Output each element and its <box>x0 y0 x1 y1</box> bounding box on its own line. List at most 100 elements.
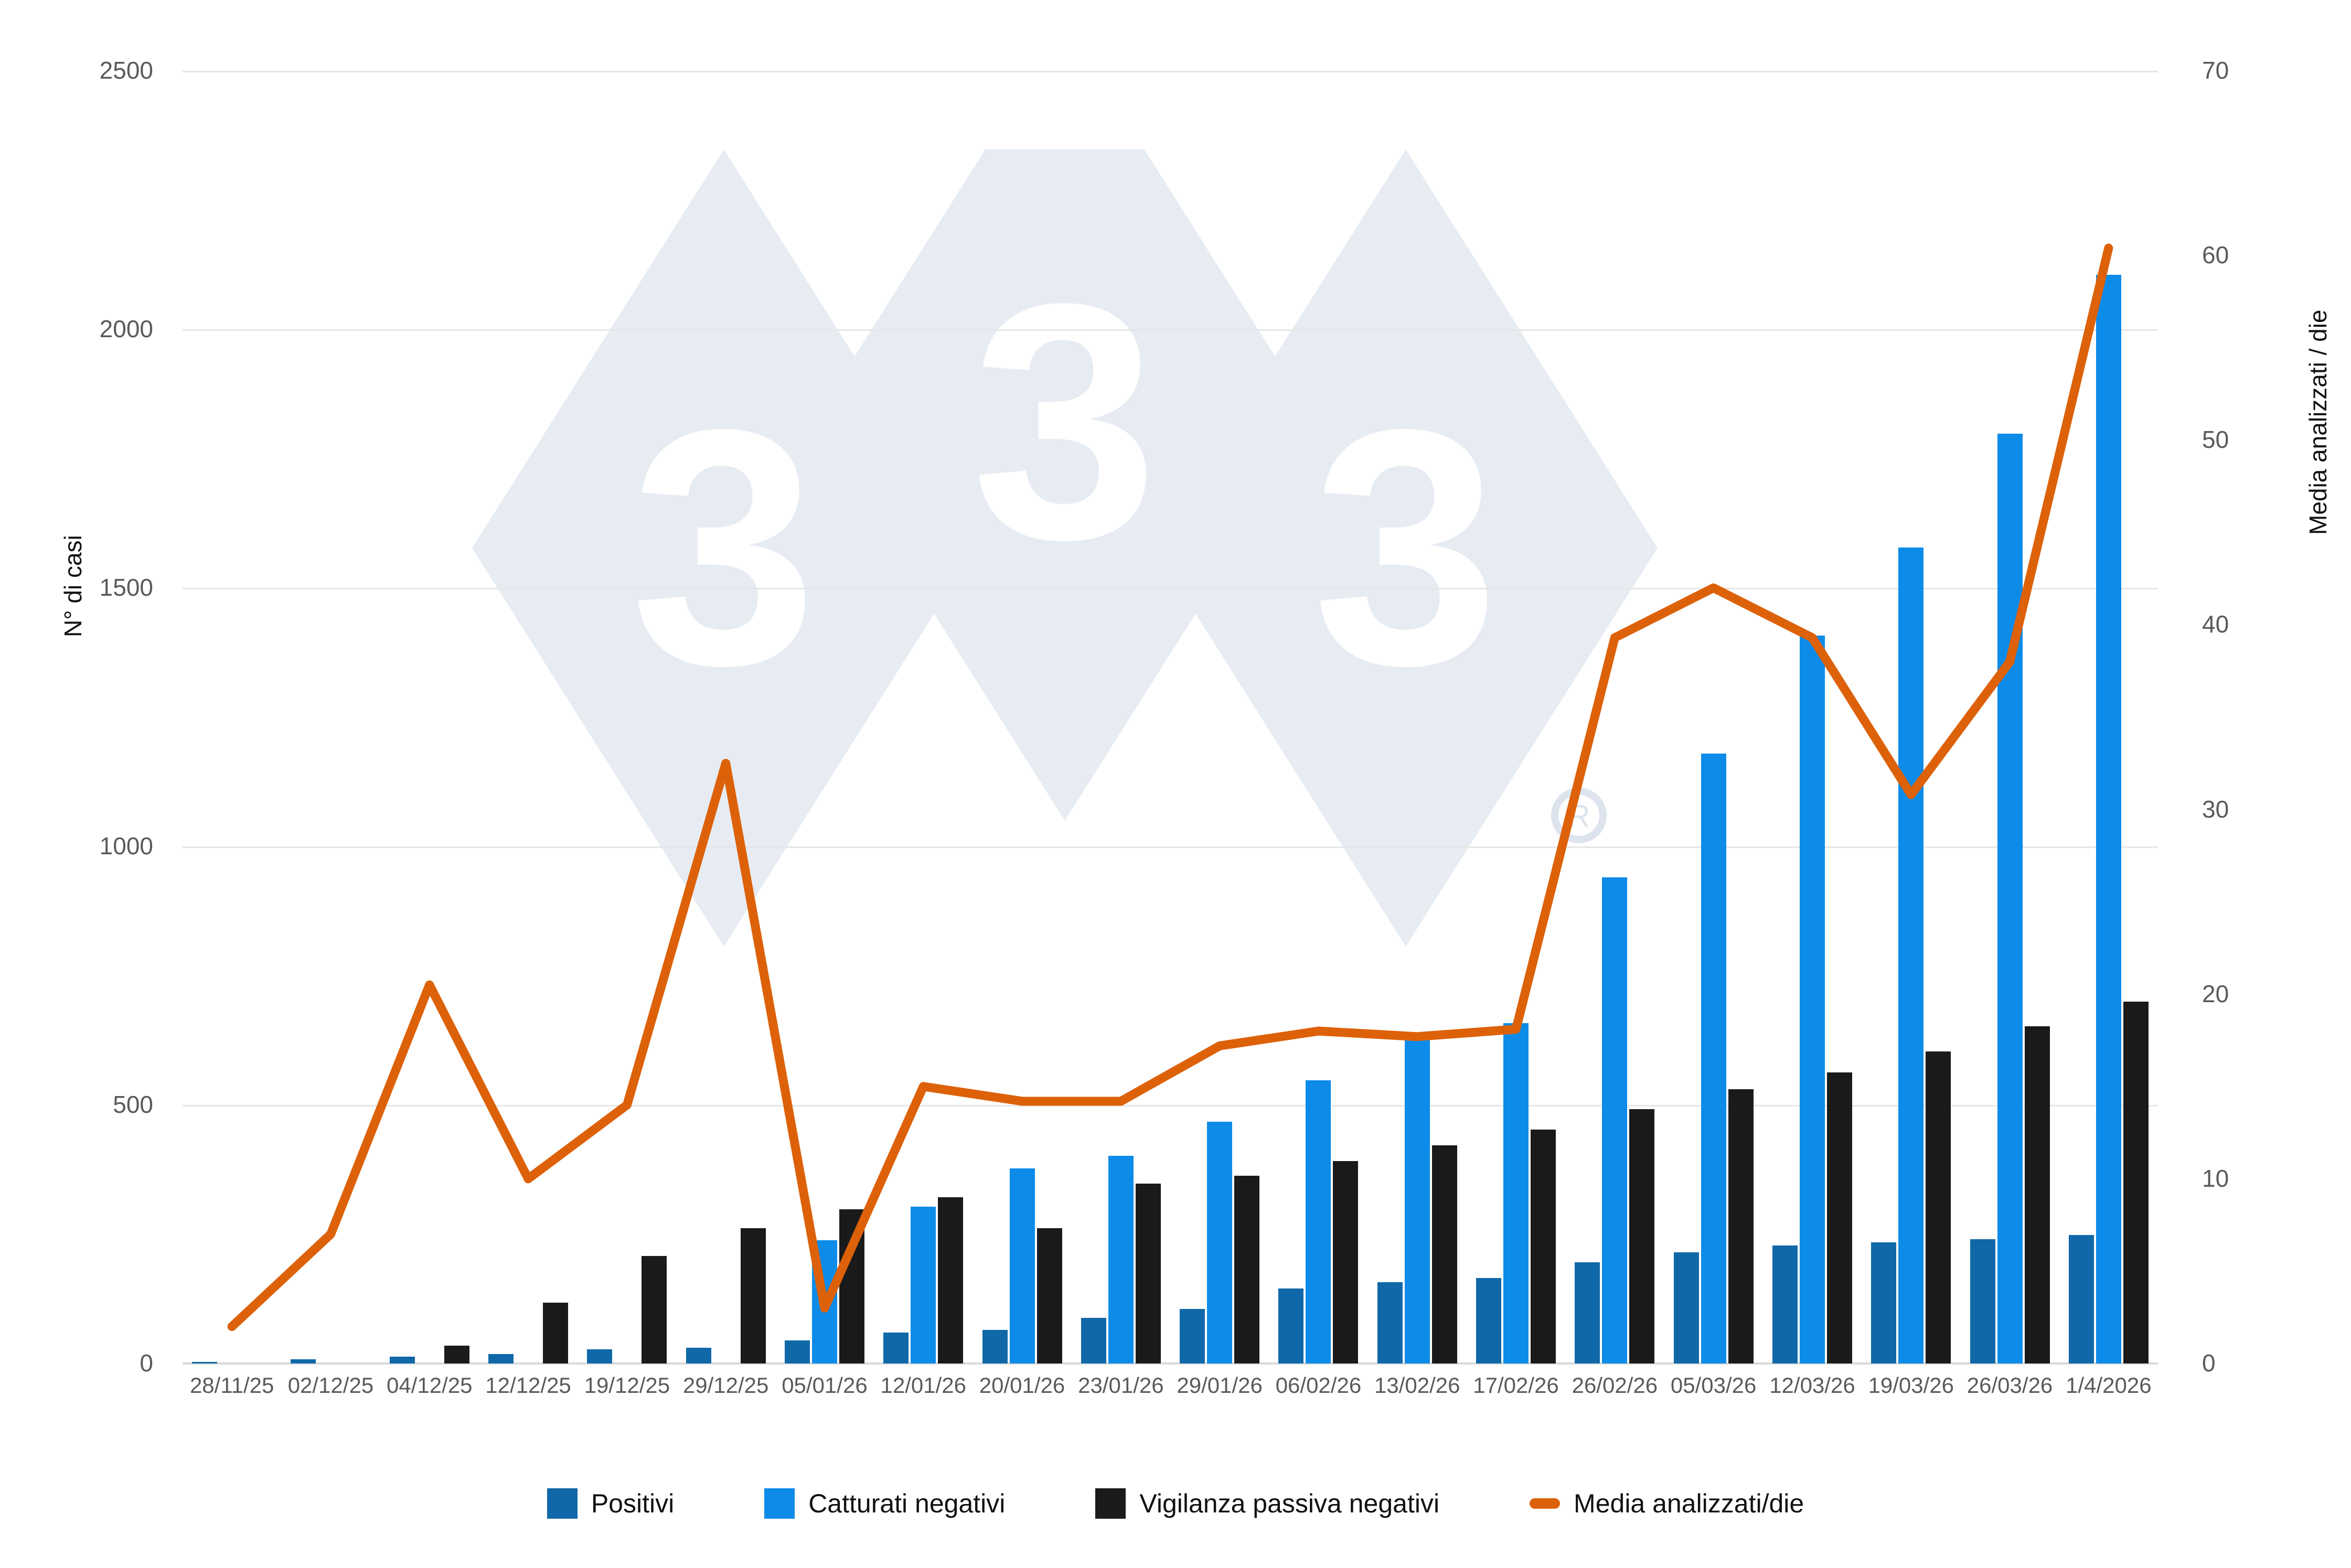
bar[interactable] <box>1629 1109 1655 1363</box>
bar[interactable] <box>642 1255 667 1363</box>
x-tick-label: 02/12/25 <box>287 1373 374 1398</box>
legend-square-swatch-icon <box>547 1488 578 1519</box>
bar[interactable] <box>1081 1318 1106 1363</box>
y-tick-label-left: 2000 <box>99 315 153 342</box>
y-tick-label-right: 60 <box>2202 241 2229 269</box>
x-tick-label: 12/12/25 <box>485 1373 571 1398</box>
bar[interactable] <box>2024 1026 2050 1363</box>
bar[interactable] <box>938 1197 964 1363</box>
bar[interactable] <box>686 1348 711 1363</box>
x-tick-label: 04/12/25 <box>387 1373 473 1398</box>
bar[interactable] <box>2068 1235 2094 1363</box>
bar[interactable] <box>2123 1001 2149 1363</box>
bar-group <box>1278 71 1359 1363</box>
bar[interactable] <box>1278 1288 1304 1363</box>
x-tick-label: 26/03/26 <box>1967 1373 2053 1398</box>
y-tick-label-left: 500 <box>113 1091 153 1118</box>
bar-group <box>1871 71 1951 1363</box>
bar[interactable] <box>1799 635 1825 1363</box>
bar[interactable] <box>488 1354 514 1363</box>
bar[interactable] <box>543 1302 569 1363</box>
bar[interactable] <box>1333 1161 1359 1363</box>
bar-group <box>883 71 964 1363</box>
bar[interactable] <box>1306 1080 1331 1363</box>
x-tick-label: 06/02/26 <box>1275 1373 1362 1398</box>
bar[interactable] <box>1377 1282 1403 1363</box>
legend-line-swatch-icon <box>1530 1498 1561 1509</box>
legend-item[interactable]: Vigilanza passiva negativi <box>1095 1488 1439 1519</box>
bar-group <box>488 71 569 1363</box>
x-tick-label: 05/03/26 <box>1670 1373 1757 1398</box>
gridline <box>183 329 2158 331</box>
legend-item[interactable]: Catturati negativi <box>764 1488 1005 1519</box>
bar[interactable] <box>1036 1228 1062 1363</box>
bar-group <box>389 71 469 1363</box>
legend-item[interactable]: Media analizzati/die <box>1530 1488 1804 1519</box>
bar-group <box>1476 71 1556 1363</box>
bar[interactable] <box>444 1345 469 1363</box>
bar-group <box>2068 71 2149 1363</box>
bar-series-container <box>183 71 2158 1363</box>
bar[interactable] <box>2096 275 2121 1363</box>
bar[interactable] <box>1871 1242 1897 1363</box>
chart-legend: Positivi Catturati negativi Vigilanza pass… <box>0 1488 2351 1519</box>
y-tick-label-right: 20 <box>2202 980 2229 1007</box>
bar[interactable] <box>1826 1072 1852 1363</box>
bar-group <box>1180 71 1260 1363</box>
bar[interactable] <box>1207 1121 1233 1363</box>
bar[interactable] <box>192 1362 218 1363</box>
bar[interactable] <box>1602 877 1628 1363</box>
x-tick-label: 17/02/26 <box>1473 1373 1559 1398</box>
bar[interactable] <box>1997 434 2023 1363</box>
x-tick-label: 23/01/26 <box>1078 1373 1164 1398</box>
bar-group <box>1575 71 1655 1363</box>
legend-square-swatch-icon <box>1095 1488 1126 1519</box>
bar[interactable] <box>1476 1278 1502 1363</box>
bar[interactable] <box>883 1332 909 1363</box>
bar[interactable] <box>982 1329 1008 1363</box>
gridline <box>183 1105 2158 1107</box>
bar[interactable] <box>1926 1051 1951 1363</box>
bar[interactable] <box>911 1207 936 1363</box>
legend-label: Vigilanza passiva negativi <box>1139 1489 1440 1518</box>
bar-group <box>1377 71 1457 1363</box>
bar[interactable] <box>291 1359 316 1363</box>
legend-item[interactable]: Positivi <box>547 1488 674 1519</box>
bar[interactable] <box>784 1340 810 1363</box>
bar[interactable] <box>1234 1176 1260 1363</box>
bar[interactable] <box>1108 1155 1134 1363</box>
bar-group <box>1081 71 1161 1363</box>
x-tick-label: 20/01/26 <box>979 1373 1065 1398</box>
bar-group <box>982 71 1062 1363</box>
bar[interactable] <box>1404 1037 1430 1363</box>
gridline <box>183 588 2158 589</box>
bar[interactable] <box>1772 1245 1798 1363</box>
bar[interactable] <box>1009 1168 1035 1363</box>
bar-group <box>587 71 667 1363</box>
x-tick-label: 26/02/26 <box>1572 1373 1658 1398</box>
x-tick-label: 12/01/26 <box>880 1373 967 1398</box>
y-axis-title-left: N° di casi <box>59 535 87 637</box>
bar[interactable] <box>1701 753 1726 1363</box>
bar[interactable] <box>389 1357 415 1363</box>
y-tick-label-right: 40 <box>2202 610 2229 638</box>
x-tick-label: 12/03/26 <box>1769 1373 1855 1398</box>
line-path <box>227 243 2113 1331</box>
bar[interactable] <box>1531 1130 1556 1363</box>
bar[interactable] <box>1673 1252 1699 1363</box>
x-tick-label: 28/11/25 <box>189 1373 274 1398</box>
bar[interactable] <box>1728 1089 1754 1363</box>
bar-group <box>1970 71 2050 1363</box>
bar[interactable] <box>1970 1239 1995 1363</box>
bar[interactable] <box>1898 547 1924 1363</box>
y-tick-label-left: 0 <box>140 1349 153 1377</box>
bar[interactable] <box>1135 1183 1161 1363</box>
bar[interactable] <box>1431 1145 1457 1363</box>
bar[interactable] <box>1503 1023 1529 1363</box>
bar[interactable] <box>740 1228 766 1363</box>
bar[interactable] <box>1180 1309 1205 1363</box>
bar[interactable] <box>587 1349 613 1363</box>
legend-label: Positivi <box>591 1489 675 1518</box>
bar[interactable] <box>1575 1262 1600 1363</box>
